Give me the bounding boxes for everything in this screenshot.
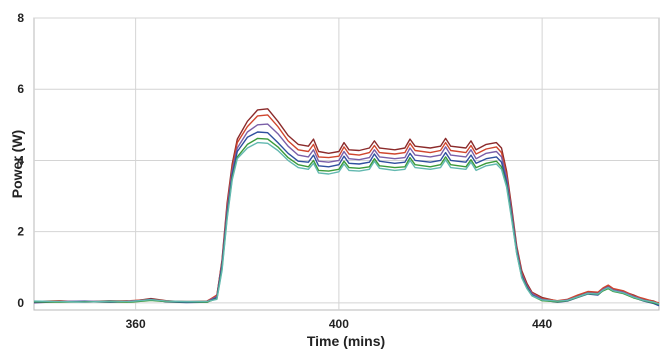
tick-labels: 0 2 4 6 8 360 400 440 xyxy=(17,11,552,331)
x-tick-label: 400 xyxy=(329,317,349,331)
y-tick-label: 4 xyxy=(17,153,24,167)
y-tick-label: 8 xyxy=(17,11,24,25)
y-tick-label: 6 xyxy=(17,82,24,96)
grid xyxy=(34,17,659,310)
x-axis-title: Time (mins) xyxy=(307,333,385,349)
y-tick-label: 2 xyxy=(17,225,24,239)
x-tick-label: 440 xyxy=(532,317,552,331)
y-tick-label: 0 xyxy=(17,296,24,310)
x-tick-label: 360 xyxy=(126,317,146,331)
y-axis-title: Power (W) xyxy=(9,130,25,198)
series-line xyxy=(33,141,660,305)
series-group xyxy=(33,108,660,307)
